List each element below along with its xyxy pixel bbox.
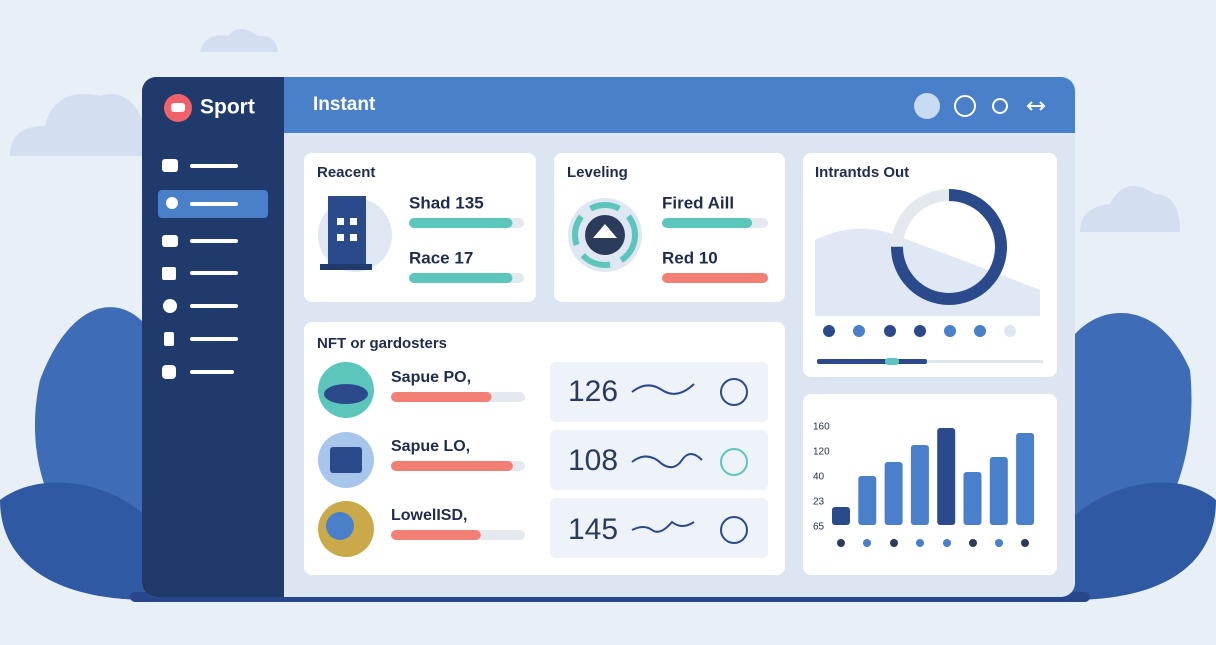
icon-button[interactable] — [992, 98, 1008, 114]
progress-fill — [391, 392, 492, 402]
item-label: Fired Aill — [662, 193, 734, 212]
bar — [910, 445, 929, 525]
y-tick-label: 40 — [813, 472, 825, 483]
brand: Sport — [200, 96, 255, 119]
bar — [1016, 433, 1035, 525]
sidebar: Sport — [158, 94, 268, 379]
stat-value: 108 — [568, 444, 618, 477]
card-title: Leveling — [567, 164, 628, 181]
progress-fill — [409, 218, 513, 228]
icon-button[interactable] — [954, 95, 976, 117]
icon-button[interactable] — [1026, 101, 1046, 111]
header-title: Instant — [313, 94, 376, 115]
bar — [989, 457, 1008, 525]
stat-value: 126 — [568, 375, 618, 408]
item-label: Red 10 — [662, 248, 718, 267]
progress-fill — [662, 218, 753, 228]
card-title: NFT or gardosters — [317, 335, 447, 352]
progress-fill — [409, 273, 513, 283]
item-label: Sapue PO, — [391, 369, 471, 386]
header: Instant — [313, 93, 1046, 119]
y-tick-label: 160 — [813, 422, 830, 433]
y-tick-label: 65 — [813, 522, 825, 533]
progress-fill — [662, 273, 768, 283]
bar — [937, 428, 956, 525]
item-label: Race 17 — [409, 248, 473, 267]
stat-value: 145 — [568, 513, 618, 546]
progress-fill — [391, 461, 513, 471]
cards: Reacent Leveling Intrantds Out NFT or ga… — [304, 153, 1057, 575]
item-label: Shad 135 — [409, 193, 484, 212]
bar — [884, 462, 903, 525]
donut-value — [891, 189, 1007, 305]
card-title: Reacent — [317, 164, 375, 181]
y-tick-label: 23 — [813, 497, 825, 508]
profile-button[interactable] — [914, 93, 940, 119]
progress-fill — [391, 530, 481, 540]
bar — [963, 472, 982, 525]
item-label: LowelISD, — [391, 507, 467, 524]
item-label: Sapue LO, — [391, 438, 470, 455]
bar — [832, 507, 850, 525]
card-title: Intrantds Out — [815, 164, 909, 181]
y-tick-label: 120 — [813, 447, 830, 458]
bar — [858, 476, 877, 525]
avatars — [318, 362, 374, 557]
